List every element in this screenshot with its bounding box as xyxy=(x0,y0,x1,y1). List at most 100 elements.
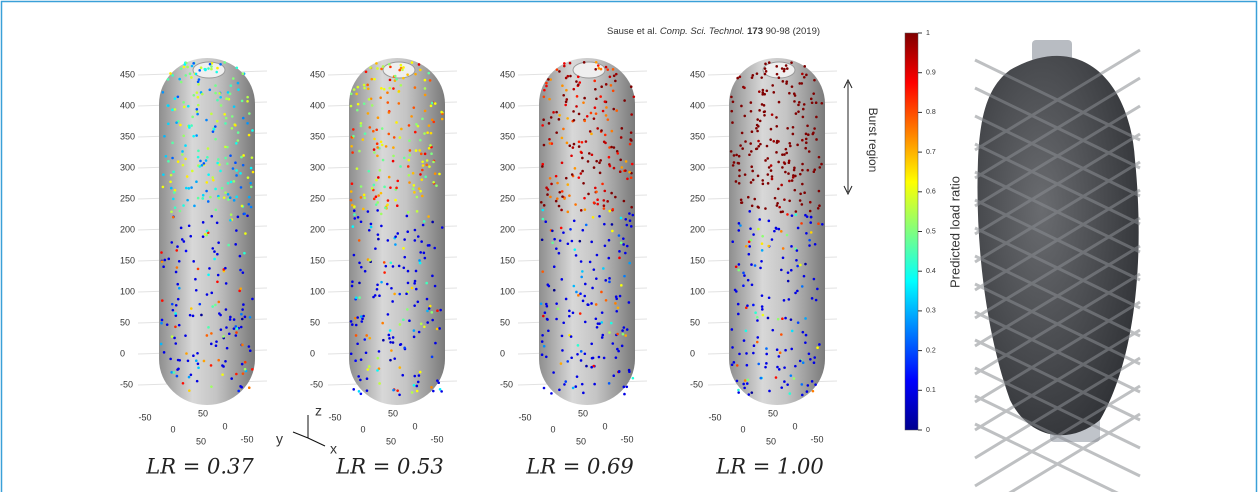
strain-point xyxy=(167,159,170,163)
strain-point xyxy=(381,158,385,162)
strain-point xyxy=(769,138,772,141)
strain-point xyxy=(578,312,582,315)
colorbar xyxy=(904,32,919,431)
strain-point xyxy=(765,352,768,356)
strain-point xyxy=(231,167,235,170)
strain-point xyxy=(372,183,376,187)
strain-point xyxy=(760,259,763,263)
strain-point xyxy=(385,282,389,286)
strain-point xyxy=(186,65,189,69)
strain-point xyxy=(421,223,425,227)
strain-point xyxy=(232,77,235,80)
strain-point xyxy=(210,112,213,116)
strain-point xyxy=(414,72,417,76)
strain-point xyxy=(542,95,546,99)
strain-point xyxy=(402,156,406,160)
strain-point xyxy=(765,347,768,350)
strain-point xyxy=(386,239,390,242)
strain-point xyxy=(190,169,194,173)
y-tick-label: 50 xyxy=(198,408,208,418)
strain-point xyxy=(162,173,165,176)
x-tick-label: -50 xyxy=(328,412,341,422)
strain-point xyxy=(593,79,597,83)
y-tick-label: -50 xyxy=(620,434,633,444)
strain-point xyxy=(796,264,799,268)
strain-point xyxy=(767,219,771,223)
strain-point xyxy=(583,119,586,123)
strain-point xyxy=(788,199,791,203)
strain-point xyxy=(429,144,432,147)
strain-point xyxy=(410,286,414,290)
strain-point xyxy=(172,197,175,201)
strain-point xyxy=(381,321,384,325)
strain-point xyxy=(590,132,593,136)
strain-point xyxy=(214,137,217,141)
strain-point xyxy=(557,251,561,255)
strain-point xyxy=(739,144,742,147)
strain-point xyxy=(395,204,399,208)
strain-point xyxy=(196,351,199,355)
strain-point xyxy=(575,105,578,108)
strain-point xyxy=(235,174,238,177)
strain-point xyxy=(625,244,629,248)
strain-point xyxy=(783,366,786,369)
strain-point xyxy=(418,261,422,265)
strain-point xyxy=(760,249,764,252)
strain-point xyxy=(190,76,193,79)
strain-point xyxy=(232,327,236,330)
strain-point xyxy=(770,177,774,181)
strain-point xyxy=(584,140,588,143)
strain-point xyxy=(240,155,243,159)
strain-point xyxy=(373,137,376,141)
strain-point xyxy=(413,130,417,134)
strain-point xyxy=(374,247,377,250)
strain-point xyxy=(184,144,187,147)
strain-point xyxy=(573,167,577,170)
strain-point xyxy=(380,67,383,71)
strain-point xyxy=(730,363,734,367)
strain-point xyxy=(213,125,217,128)
strain-point xyxy=(379,212,383,216)
strain-point xyxy=(427,307,431,310)
strain-point xyxy=(740,131,744,135)
strain-point xyxy=(413,279,417,283)
strain-point xyxy=(617,369,621,373)
strain-point xyxy=(239,287,242,290)
strain-point xyxy=(562,231,565,234)
strain-point xyxy=(361,138,365,141)
strain-point xyxy=(216,280,219,284)
strain-point xyxy=(427,215,430,218)
strain-point xyxy=(796,289,799,293)
strain-point xyxy=(354,359,357,363)
strain-point xyxy=(623,99,626,102)
strain-point xyxy=(185,352,188,355)
strain-point xyxy=(353,217,357,220)
strain-point xyxy=(383,185,386,189)
y-tick-label: 50 xyxy=(388,408,398,418)
strain-point xyxy=(792,92,796,96)
strain-point xyxy=(790,245,793,248)
strain-point xyxy=(249,181,252,185)
strain-point xyxy=(391,300,394,303)
strain-point xyxy=(213,257,216,261)
strain-point xyxy=(369,225,373,229)
strain-point xyxy=(561,349,564,352)
strain-point xyxy=(777,368,781,371)
strain-point xyxy=(234,325,238,328)
strain-point xyxy=(788,179,791,183)
strain-point xyxy=(798,172,802,176)
strain-point xyxy=(625,223,629,227)
strain-point xyxy=(784,64,788,67)
strain-point xyxy=(160,299,164,302)
strain-point xyxy=(588,260,592,264)
strain-point xyxy=(416,380,420,384)
strain-point xyxy=(210,385,213,388)
strain-point xyxy=(545,81,548,85)
strain-point xyxy=(815,115,818,119)
strain-point xyxy=(417,330,421,334)
strain-point xyxy=(629,138,632,141)
strain-point xyxy=(560,278,564,281)
strain-point xyxy=(352,128,355,131)
strain-point xyxy=(182,240,186,243)
strain-point xyxy=(542,143,546,147)
